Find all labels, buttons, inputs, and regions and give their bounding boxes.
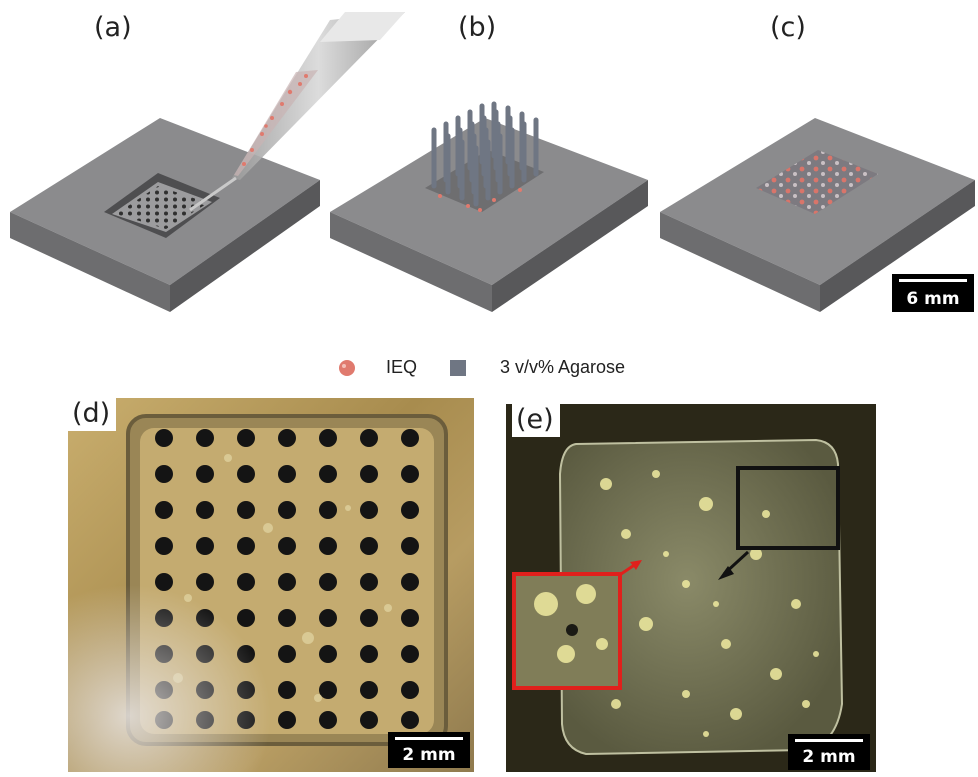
scale-bar-top-label: 6 mm — [906, 289, 960, 309]
block-c — [660, 118, 975, 312]
pillar-array — [431, 101, 539, 207]
photo-e: (e) 2 mm — [506, 404, 876, 772]
schematic-figure — [10, 12, 975, 312]
legend: IEQ 3 v/v% Agarose — [330, 354, 690, 382]
legend-ieq-label: IEQ — [386, 357, 418, 377]
panel-label-d: (d) — [68, 398, 117, 431]
pipette-icon — [189, 12, 405, 212]
panel-label-c: (c) — [770, 12, 806, 43]
ieq-legend-icon — [339, 360, 355, 376]
scale-bar-d-label: 2 mm — [402, 745, 456, 765]
photo-d-image — [68, 398, 474, 772]
panel-label-a: (a) — [94, 12, 132, 43]
scale-bar-e: 2 mm — [788, 734, 870, 770]
legend-agarose-label: 3 v/v% Agarose — [500, 357, 626, 377]
block-b — [330, 101, 648, 312]
block-a — [10, 118, 320, 312]
scale-bar-e-label: 2 mm — [802, 747, 856, 767]
photo-e-image — [512, 438, 844, 756]
panel-label-b: (b) — [458, 12, 497, 43]
scale-bar-top: 6 mm — [892, 274, 974, 312]
agarose-legend-icon — [450, 360, 466, 376]
panel-label-e: (e) — [512, 404, 560, 437]
scale-bar-d: 2 mm — [388, 732, 470, 768]
photo-d: (d) 2 mm — [68, 398, 474, 772]
